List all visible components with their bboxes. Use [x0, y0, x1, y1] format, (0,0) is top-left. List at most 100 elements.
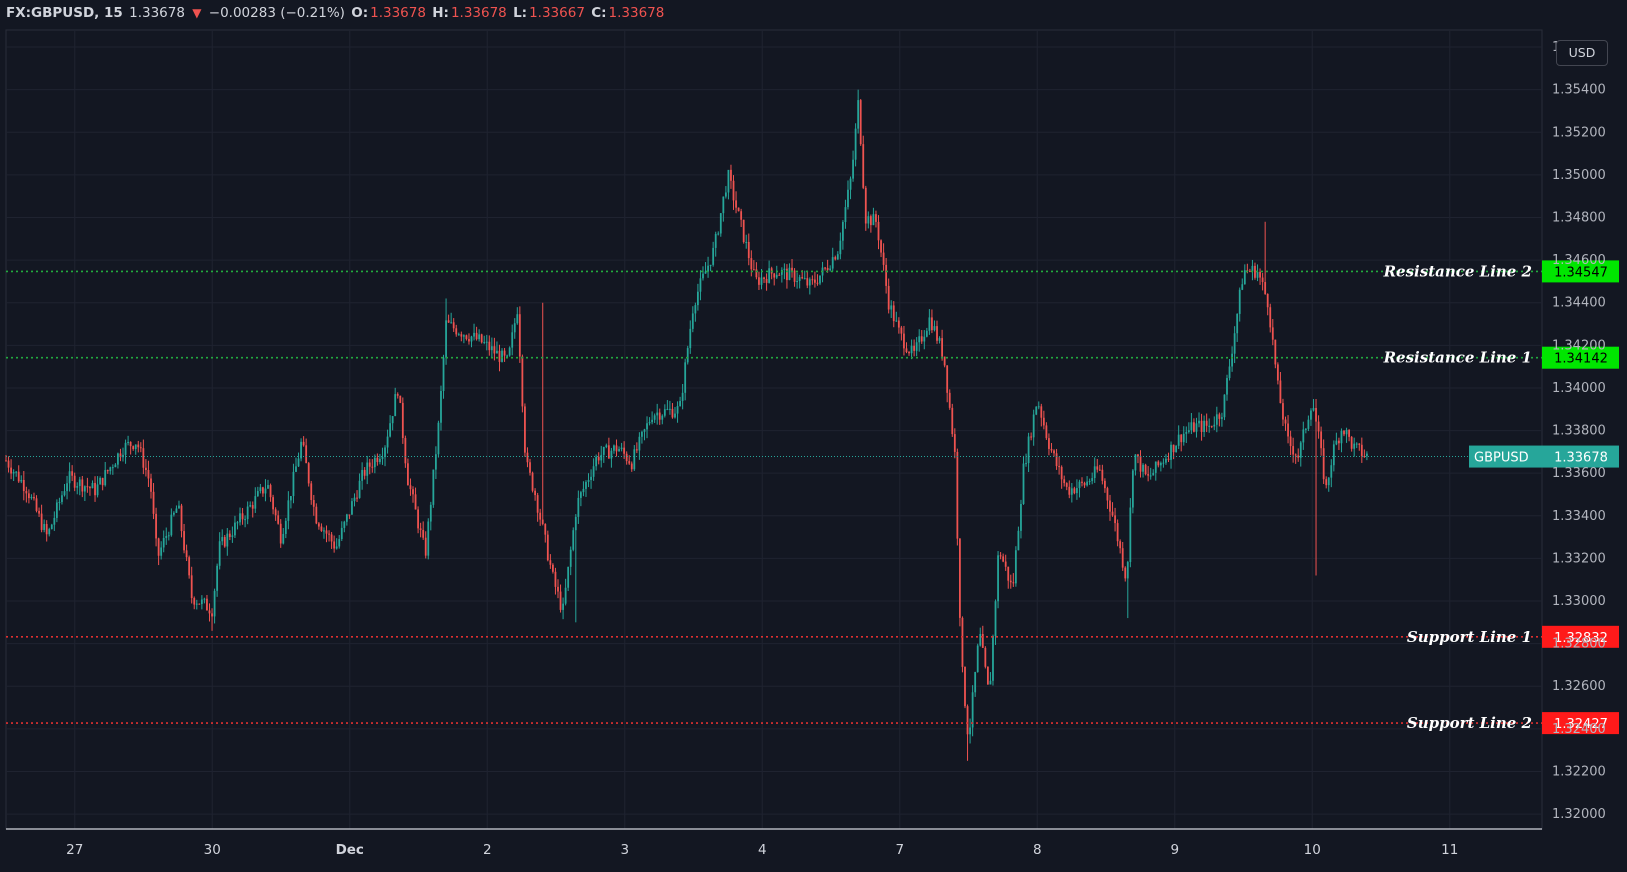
- candle-body: [1063, 479, 1066, 484]
- candle-body: [485, 341, 488, 343]
- candle-body: [577, 497, 580, 517]
- candle-body: [1310, 410, 1312, 420]
- candle-body: [1228, 366, 1231, 379]
- candle-body: [180, 505, 183, 532]
- candle-body: [442, 357, 445, 391]
- x-tick-label: 30: [204, 842, 221, 858]
- candle-body: [852, 159, 854, 179]
- candle-body: [1198, 420, 1200, 424]
- candle-body: [1101, 469, 1104, 481]
- candle-body: [641, 431, 643, 437]
- candle-body: [1218, 414, 1221, 419]
- candle-body: [307, 463, 310, 484]
- candle-body: [941, 338, 943, 357]
- candle-body: [925, 330, 928, 337]
- candle-body: [279, 523, 282, 544]
- candle-body: [1210, 425, 1213, 427]
- candle-body: [132, 446, 135, 450]
- current-symbol-label: GBPUSD: [1474, 451, 1529, 466]
- candle-body: [574, 516, 577, 531]
- candle-body: [1276, 364, 1279, 381]
- candle-body: [763, 277, 765, 279]
- candle-body: [1037, 406, 1040, 408]
- candle-body: [302, 441, 305, 446]
- candle-body: [669, 408, 671, 410]
- candle-body: [712, 247, 715, 265]
- candle-body: [1343, 430, 1345, 435]
- x-tick-label: 8: [1033, 842, 1042, 858]
- candle-body: [643, 429, 646, 432]
- candle-body: [1294, 454, 1297, 456]
- candle-body: [824, 267, 826, 269]
- level-name: Resistance Line 2: [1383, 262, 1532, 280]
- legend-last-price: 1.33678: [129, 5, 185, 21]
- candle-body: [99, 477, 102, 485]
- candle-body: [1332, 444, 1335, 466]
- candle-body: [1284, 419, 1287, 424]
- candle-body: [356, 497, 358, 499]
- x-tick-label: 9: [1170, 842, 1179, 858]
- candle-body: [73, 475, 76, 488]
- candle-body: [206, 598, 208, 611]
- candle-body: [625, 453, 628, 462]
- candle-body: [5, 460, 7, 462]
- candle-body: [457, 334, 460, 336]
- candle-body: [1269, 307, 1272, 328]
- candle-body: [1035, 406, 1038, 415]
- candle-body: [585, 481, 587, 489]
- candle-body: [1045, 425, 1048, 439]
- candle-body: [419, 528, 422, 530]
- candle-body: [12, 471, 15, 474]
- candle-body: [1124, 567, 1127, 579]
- candle-body: [480, 334, 483, 343]
- candle-body: [875, 214, 877, 222]
- candle-body: [613, 445, 615, 451]
- candle-body: [170, 514, 173, 536]
- candle-body: [373, 457, 376, 468]
- candle-body: [379, 458, 381, 463]
- candle-body: [496, 350, 498, 354]
- candle-body: [1134, 454, 1137, 471]
- candle-body: [1312, 408, 1315, 411]
- price-axis[interactable]: 1.32000 1.32200 1.32400 1.32600 1.32800 1.330…: [1552, 40, 1606, 822]
- candle-body: [994, 601, 997, 637]
- time-axis[interactable]: 27 30 Dec 2 3 4 7 8 9 10 11: [6, 828, 1542, 858]
- candle-body: [857, 100, 860, 129]
- candle-body: [536, 495, 539, 513]
- candle-body: [615, 445, 618, 452]
- candle-body: [295, 466, 297, 472]
- candle-body: [1203, 420, 1206, 432]
- candle-body: [447, 320, 450, 323]
- candle-body: [165, 535, 168, 538]
- candle-body: [1338, 440, 1340, 444]
- currency-button[interactable]: USD: [1556, 40, 1608, 66]
- candle-body: [61, 495, 63, 502]
- candle-body: [854, 128, 857, 160]
- y-tick-label: 1.34800: [1552, 210, 1606, 225]
- candle-body: [849, 178, 852, 190]
- candle-body: [572, 530, 575, 550]
- candle-body: [903, 333, 905, 349]
- candle-body: [259, 487, 262, 492]
- candle-body: [783, 268, 786, 270]
- candle-body: [249, 505, 252, 507]
- down-arrow-icon: ▼: [192, 6, 202, 20]
- candle-body: [338, 539, 341, 547]
- candle-body: [434, 454, 437, 470]
- candle-body: [943, 356, 946, 366]
- candle-body: [892, 305, 895, 322]
- level-price-value: 1.32427: [1554, 717, 1608, 732]
- candle-body: [948, 392, 951, 408]
- level-price-tag: [1542, 712, 1619, 735]
- candle-body: [732, 180, 735, 201]
- candle-body: [531, 472, 534, 491]
- candle-body: [1226, 378, 1228, 395]
- candle-body: [1058, 466, 1061, 468]
- candle-body: [1243, 270, 1246, 285]
- candle-body: [819, 275, 821, 284]
- candle-body: [407, 463, 409, 486]
- candle-body: [511, 332, 514, 348]
- candle-body: [737, 207, 740, 212]
- candle-body: [1327, 477, 1330, 486]
